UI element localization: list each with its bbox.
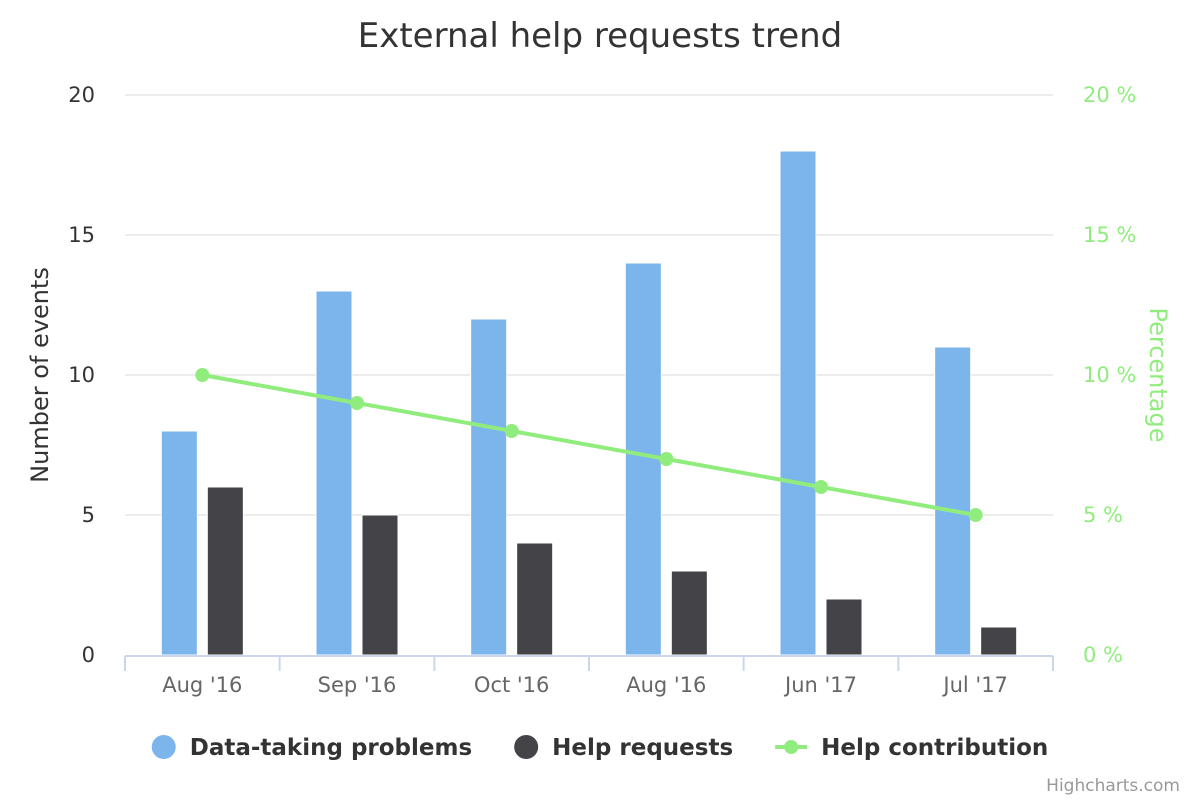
credits-link[interactable]: Highcharts.com bbox=[1046, 776, 1180, 796]
chart-title: External help requests trend bbox=[358, 16, 843, 56]
line-path[interactable] bbox=[201, 373, 977, 517]
x-tick-label: Oct '16 bbox=[474, 673, 549, 697]
bar[interactable] bbox=[980, 626, 1018, 656]
line-point[interactable] bbox=[504, 424, 519, 438]
x-tick-label: Aug '16 bbox=[626, 673, 706, 697]
bar[interactable] bbox=[361, 514, 399, 656]
line-point[interactable] bbox=[814, 480, 828, 494]
bar[interactable] bbox=[160, 430, 198, 656]
bar[interactable] bbox=[206, 486, 244, 656]
legend-item[interactable]: Help contribution bbox=[775, 735, 1048, 761]
legend[interactable]: Data-taking problems Help requests Help co… bbox=[151, 735, 1049, 761]
bar[interactable] bbox=[670, 570, 708, 656]
y-left-tick-label: 10 bbox=[68, 363, 95, 387]
bar[interactable] bbox=[315, 290, 353, 656]
y-axis-left-title: Number of events bbox=[26, 267, 54, 483]
bar[interactable] bbox=[825, 598, 863, 656]
line-point[interactable] bbox=[968, 508, 983, 522]
y-right-tick-label: 10 % bbox=[1083, 363, 1136, 387]
axes: 0 0 % 5 5 % 10 10 % 15 15 % 20 20 % Aug '16 Sep '16… bbox=[68, 83, 1136, 697]
y-left-tick-label: 15 bbox=[68, 223, 95, 247]
x-tick-label: Sep '16 bbox=[318, 673, 397, 697]
bar[interactable] bbox=[470, 318, 508, 656]
y-axis-right-title: Percentage bbox=[1144, 307, 1172, 442]
legend-symbol bbox=[151, 735, 176, 759]
bar[interactable] bbox=[779, 150, 817, 656]
legend-marker-symbol bbox=[784, 740, 799, 754]
legend-item[interactable]: Data-taking problems bbox=[151, 735, 472, 761]
y-left-tick-label: 5 bbox=[82, 503, 95, 527]
bar[interactable] bbox=[934, 346, 972, 656]
grid-lines bbox=[125, 94, 1053, 516]
y-right-tick-label: 5 % bbox=[1083, 503, 1123, 527]
bars[interactable] bbox=[160, 150, 1018, 656]
legend-item[interactable]: Help requests bbox=[514, 735, 733, 761]
y-right-tick-label: 15 % bbox=[1083, 223, 1136, 247]
legend-label: Data-taking problems bbox=[190, 735, 472, 761]
line-point[interactable] bbox=[350, 396, 364, 410]
y-right-tick-label: 20 % bbox=[1083, 83, 1136, 107]
x-tick-label: Jul '17 bbox=[941, 673, 1008, 697]
line-point[interactable] bbox=[659, 452, 674, 466]
bar[interactable] bbox=[516, 542, 554, 656]
legend-label: Help contribution bbox=[821, 735, 1048, 761]
y-left-tick-label: 0 bbox=[82, 643, 95, 667]
line-point[interactable] bbox=[195, 368, 210, 382]
x-tick-label: Aug '16 bbox=[162, 673, 242, 697]
legend-label: Help requests bbox=[552, 735, 733, 761]
x-tick-label: Jun '17 bbox=[783, 673, 857, 697]
y-left-tick-label: 20 bbox=[68, 83, 95, 107]
y-right-tick-label: 0 % bbox=[1083, 643, 1123, 667]
line-series[interactable] bbox=[195, 368, 983, 522]
legend-symbol bbox=[514, 735, 539, 759]
